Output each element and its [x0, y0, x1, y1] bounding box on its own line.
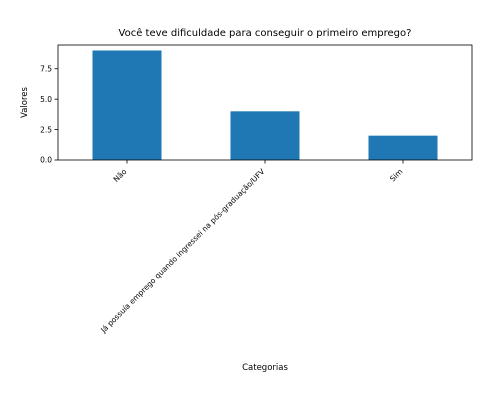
plot-frame [57, 44, 473, 161]
y-tick-label-3: 7.5 [40, 64, 52, 73]
chart-title: Você teve dificuldade para conseguir o p… [119, 27, 412, 39]
x-axis-label: Categorias [242, 363, 288, 373]
bars-layer [92, 50, 438, 161]
bar-2 [368, 135, 438, 160]
y-axis-label: Valores [20, 86, 30, 117]
bar-1 [230, 111, 300, 160]
bar-0 [92, 50, 162, 161]
y-tick-label-0: 0.0 [40, 156, 52, 165]
y-ticks-layer: 0.0 2.5 5.0 7.5 [40, 64, 58, 165]
y-tick-label-1: 2.5 [40, 125, 52, 134]
y-tick-label-2: 5.0 [40, 95, 52, 104]
